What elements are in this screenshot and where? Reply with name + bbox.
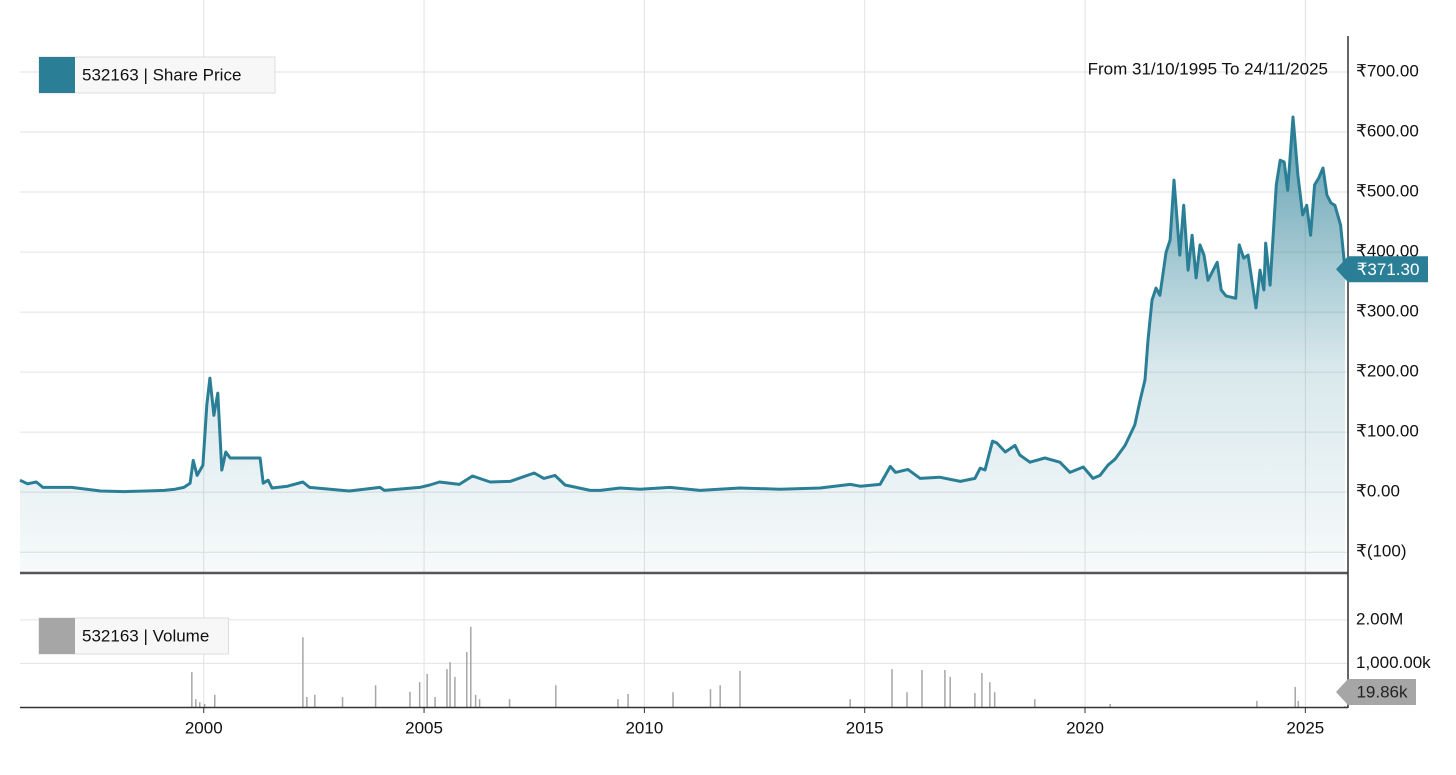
legend-swatch [39, 618, 75, 654]
volume-bar [446, 669, 448, 707]
area-fill [20, 117, 1345, 572]
volume-bar [341, 696, 344, 707]
volume-bar [739, 670, 741, 707]
x-tick-label: 2025 [1286, 718, 1324, 737]
volume-bar [1294, 686, 1296, 707]
legend-label: 532163 | Volume [82, 626, 209, 645]
x-tick-label: 2000 [185, 718, 223, 737]
data-layer [19, 115, 1347, 707]
volume-bar [470, 626, 472, 707]
y-tick-label: ₹100.00 [1356, 422, 1419, 441]
y-tick-label: ₹(100) [1356, 542, 1407, 561]
volume-bar [508, 699, 511, 707]
volume-bar [672, 692, 674, 707]
volume-bar [191, 672, 193, 707]
volume-bar [306, 696, 308, 707]
volume-bar [418, 682, 421, 707]
volume-bar [1344, 706, 1346, 707]
volume-bar [466, 652, 468, 707]
volume-bar [974, 693, 976, 707]
volume-bar [981, 673, 983, 707]
y-tick-label: ₹0.00 [1356, 482, 1400, 501]
x-tick-label: 2020 [1066, 718, 1104, 737]
price-line [19, 115, 1347, 494]
x-tick-label: 2015 [846, 718, 884, 737]
volume-bar [1256, 700, 1258, 707]
volume-bar [203, 703, 206, 707]
volume-bar [989, 682, 991, 707]
volume-bar [627, 693, 629, 707]
volume-bar [1034, 699, 1036, 707]
x-tick-label: 2010 [625, 718, 663, 737]
volume-bar [906, 692, 908, 707]
legend-label: 532163 | Share Price [82, 65, 241, 84]
volume-bar [214, 694, 216, 707]
overlay-layer: From 31/10/1995 To 24/11/2025 ₹(100) ₹0.0… [20, 36, 1431, 737]
volume-bar [409, 691, 411, 707]
x-tick-label: 2005 [405, 718, 443, 737]
volume-bar [195, 699, 197, 707]
volume-bar [849, 699, 851, 707]
volume-bar [426, 673, 428, 707]
legend-swatch [39, 57, 75, 93]
volume-bar [434, 696, 436, 707]
y-tick-label: ₹700.00 [1356, 61, 1419, 80]
volume-marker-label: 19.86k [1356, 682, 1408, 701]
legend-box [38, 56, 276, 94]
y-tick-label: ₹300.00 [1356, 302, 1419, 321]
y-tick-label: ₹600.00 [1356, 122, 1419, 141]
volume-bar [921, 669, 923, 707]
volume-marker [1336, 679, 1416, 705]
y-tick-label: ₹400.00 [1356, 242, 1419, 261]
price-marker-label: ₹371.30 [1357, 260, 1420, 279]
volume-bar [944, 669, 946, 707]
volume-bar [1297, 700, 1300, 707]
y-tick-label: 2.00M [1356, 609, 1403, 628]
volume-bar [993, 692, 996, 707]
volume-bar [478, 699, 481, 707]
volume-bar [302, 637, 304, 707]
volume-bar [555, 685, 557, 707]
volume-bar [454, 676, 456, 707]
volume-bar [474, 694, 477, 707]
y-tick-label: ₹200.00 [1356, 362, 1419, 381]
y-tick-label: ₹500.00 [1356, 182, 1419, 201]
volume-bar [719, 685, 721, 707]
date-range: From 31/10/1995 To 24/11/2025 [1088, 59, 1328, 78]
volume-bar [891, 669, 893, 707]
volume-bar [449, 662, 451, 707]
volume-bar [1109, 703, 1111, 707]
volume-bar [314, 694, 316, 707]
volume-bar [949, 676, 951, 707]
volume-bar [374, 685, 377, 707]
volume-bar [199, 702, 201, 707]
price-marker [1336, 256, 1428, 283]
y-tick-label: 1,000.00k [1356, 653, 1431, 672]
volume-bar [617, 699, 619, 707]
volume-bar [709, 689, 712, 707]
